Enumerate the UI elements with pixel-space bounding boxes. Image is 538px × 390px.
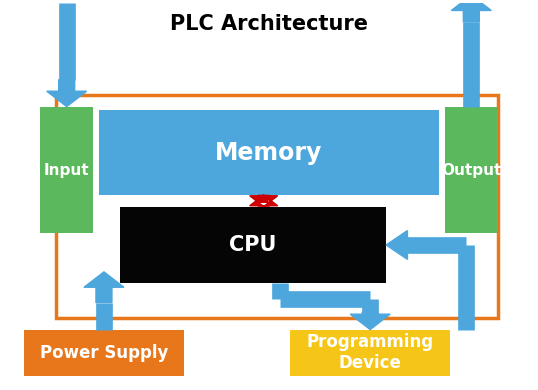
Text: CPU: CPU (229, 235, 277, 255)
Bar (259, 196, 268, 203)
FancyArrow shape (386, 230, 410, 259)
Bar (259, 196, 268, 203)
FancyArrow shape (451, 0, 491, 22)
FancyArrow shape (350, 312, 390, 330)
FancyArrow shape (47, 80, 87, 106)
Bar (120, 207, 386, 284)
FancyArrow shape (250, 196, 278, 207)
Text: Memory: Memory (215, 141, 323, 165)
FancyArrow shape (84, 272, 124, 303)
Text: Programming
Device: Programming Device (307, 333, 434, 372)
FancyArrow shape (250, 195, 278, 206)
Bar (56, 95, 498, 318)
Bar (291, 330, 450, 376)
Text: Power Supply: Power Supply (40, 344, 168, 362)
Text: Output: Output (441, 163, 501, 177)
Bar (24, 330, 184, 376)
Bar (259, 196, 268, 203)
Text: PLC Architecture: PLC Architecture (170, 14, 368, 34)
Bar (40, 106, 93, 234)
Bar (445, 106, 498, 234)
Text: Input: Input (44, 163, 89, 177)
Bar (98, 110, 440, 195)
